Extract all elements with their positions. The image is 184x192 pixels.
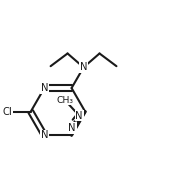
Text: N: N (75, 111, 83, 121)
Text: N: N (68, 123, 76, 133)
Text: CH₃: CH₃ (56, 96, 73, 105)
Text: Cl: Cl (3, 107, 13, 117)
Text: N: N (41, 83, 48, 93)
Text: N: N (80, 62, 87, 72)
Text: N: N (41, 130, 48, 140)
